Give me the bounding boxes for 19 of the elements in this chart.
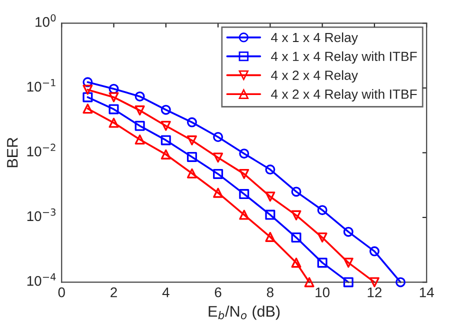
x-tick-label: 2	[110, 287, 117, 298]
x-tick-label: 6	[214, 287, 222, 298]
legend-label: 4 x 2 x 4 Relay with ITBF	[271, 89, 417, 102]
x-tick-label: 4	[162, 288, 170, 298]
legend-label: 4 x 1 x 4 Relay	[271, 32, 358, 45]
x-tick-label: 12	[368, 287, 382, 298]
y-axis-title: BER	[7, 138, 18, 168]
legend-label: 4 x 1 x 4 Relay with ITBF	[271, 51, 417, 64]
x-tick-label: 8	[266, 287, 274, 298]
x-tick-label: 10	[316, 287, 330, 298]
y-tick-label: 10$^{−1}$	[27, 79, 56, 92]
y-tick-label: 10$^{0}$	[36, 14, 56, 27]
legend-label: 4 x 2 x 4 Relay	[271, 70, 358, 83]
x-tick-label: 14	[420, 288, 434, 298]
y-tick-label: 10$^{−2}$	[27, 144, 56, 156]
x-tick-label: 0	[58, 287, 65, 298]
y-tick-label: 10$^{−4}$	[27, 273, 56, 286]
y-tick-label: 10$^{−3}$	[27, 208, 56, 222]
x-axis-title: E$_{b}$/N$_{o}$ (dB)	[208, 306, 280, 320]
